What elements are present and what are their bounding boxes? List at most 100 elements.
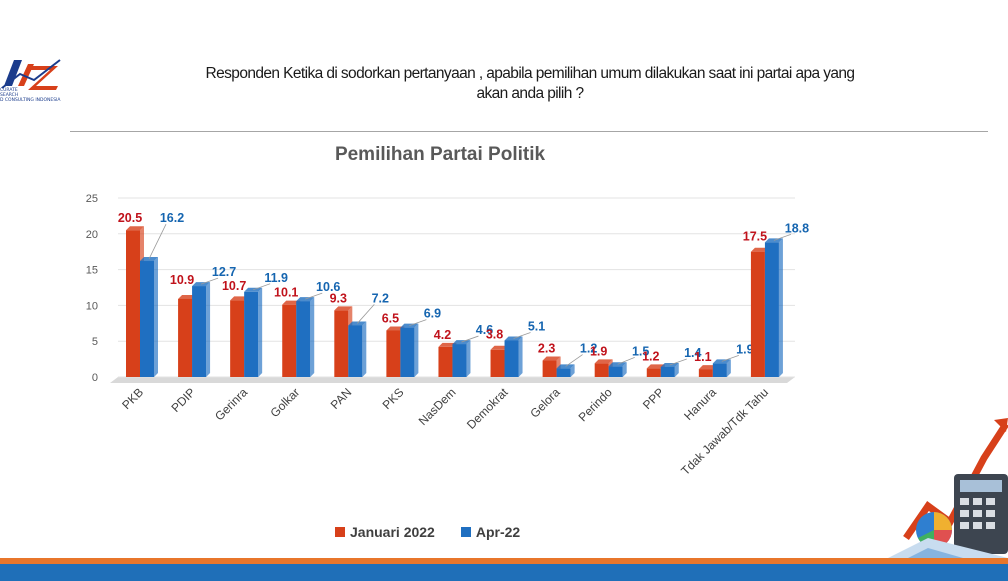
y-tick-label: 15 <box>86 265 98 277</box>
data-label-leader <box>617 357 635 365</box>
data-label-series1: 2.3 <box>538 342 555 356</box>
bar-series2 <box>712 363 727 377</box>
data-label-series2: 4.6 <box>476 323 493 337</box>
bar-series2 <box>608 366 623 377</box>
data-label-series1: 1.1 <box>694 350 711 364</box>
survey-question-line1: Responden Ketika di sodorkan pertanyaan … <box>205 65 855 82</box>
bar-top-series2 <box>608 362 627 367</box>
bar-side-series2 <box>726 359 731 377</box>
bar-series2 <box>296 301 311 377</box>
y-tick-label: 25 <box>86 193 98 205</box>
data-label-series1: 17.5 <box>743 229 767 243</box>
bar-series1 <box>750 251 765 377</box>
x-tick-label: Golkar <box>267 385 302 420</box>
data-label-leader <box>721 355 739 362</box>
data-label-leader <box>669 358 687 366</box>
bar-top-series2 <box>400 323 419 328</box>
y-tick-label: 20 <box>86 229 98 241</box>
data-label-series1: 10.9 <box>170 273 194 287</box>
bar-side-series2 <box>570 364 575 377</box>
bar-top-series1 <box>490 345 509 350</box>
bar-top-series1 <box>282 300 301 305</box>
data-label-series2: 1.2 <box>580 342 597 356</box>
data-label-series2: 16.2 <box>160 211 184 225</box>
data-label-series2: 6.9 <box>424 307 441 321</box>
legend-swatch-series1 <box>335 527 345 537</box>
data-label-leader <box>513 332 531 339</box>
bar-series1 <box>542 360 557 377</box>
x-tick-label: Demokrat <box>464 385 511 432</box>
survey-question-line2: akan anda pilih ? <box>476 85 584 102</box>
bar-series1 <box>230 300 245 377</box>
bar-series1 <box>386 330 401 377</box>
data-label-series2: 7.2 <box>372 291 389 305</box>
bar-top-series2 <box>296 297 315 302</box>
logo-text-line: D CONSULTING INDONESIA <box>0 98 61 103</box>
x-tick-label: PKS <box>380 385 407 412</box>
legend-swatch-series2 <box>460 527 471 537</box>
bar-top-series1 <box>698 365 717 370</box>
data-label-series1: 1.9 <box>590 344 607 358</box>
data-label-series2: 11.9 <box>264 271 288 285</box>
x-tick-label: PKB <box>119 385 146 412</box>
bar-series1 <box>698 369 713 377</box>
footer-band-orange <box>0 558 1008 564</box>
data-label-leader <box>565 354 583 367</box>
x-tick-label: PAN <box>328 385 355 412</box>
bar-top-series2 <box>660 362 679 367</box>
bar-series2 <box>400 327 415 377</box>
data-label-series2: 1.4 <box>684 346 701 360</box>
bar-top-series1 <box>334 306 353 311</box>
x-tick-label: Gelora <box>527 385 563 421</box>
x-tick-label: Hanura <box>681 385 719 423</box>
data-label-series1: 6.5 <box>382 311 399 325</box>
data-label-series2: 12.7 <box>212 265 236 279</box>
bar-top-series1 <box>178 294 197 299</box>
bar-side-series2 <box>518 336 523 377</box>
y-tick-label: 10 <box>86 300 98 312</box>
bar-side-series2 <box>310 297 315 377</box>
data-label-series2: 18.8 <box>785 221 809 235</box>
bar-series2 <box>452 344 467 377</box>
data-label-series1: 9.3 <box>330 291 347 305</box>
bar-series1 <box>282 304 297 377</box>
data-label-leader <box>409 319 427 326</box>
logo-mark-icon <box>1 59 61 90</box>
bar-side-series2 <box>362 321 367 377</box>
bar-side-series2 <box>674 362 679 377</box>
bar-side-series2 <box>466 340 471 377</box>
legend-item-series2: Apr-22 <box>460 524 520 540</box>
bar-top-series1 <box>750 247 769 252</box>
bar-top-series2 <box>504 336 523 341</box>
bar-top-series1 <box>386 326 405 331</box>
data-label-series1: 4.2 <box>434 328 451 342</box>
data-label-leader <box>773 234 792 241</box>
company-logo <box>0 56 62 106</box>
bar-series2 <box>192 286 207 377</box>
bar-chart: 0 5 10 15 20 25 20.5 16.2 PKB 10.9 12.7 PDIP 10.7 11.… <box>86 193 809 478</box>
bar-side-series2 <box>622 362 627 377</box>
bar-side-series2 <box>414 323 419 377</box>
footer-band-blue <box>0 564 1008 581</box>
bar-side-series2 <box>206 282 211 377</box>
legend-label-series1: Januari 2022 <box>350 524 435 540</box>
bar-side-series2 <box>778 238 783 377</box>
logo-text: CURATE SEARCH D CONSULTING INDONESIA <box>0 88 61 103</box>
data-label-series2: 5.1 <box>528 319 545 333</box>
data-label-leader <box>148 224 167 260</box>
data-label-series1: 3.8 <box>486 327 503 341</box>
x-tick-label: Gerinra <box>212 385 250 423</box>
x-tick-label: PDIP <box>168 385 198 415</box>
bar-side-series2 <box>154 257 158 377</box>
x-tick-label: PPP <box>640 385 667 412</box>
bar-series1 <box>126 230 140 377</box>
chart-floor <box>110 377 795 383</box>
bar-series2 <box>140 261 154 377</box>
data-label-series1: 20.5 <box>118 211 142 225</box>
data-label-series1: 10.1 <box>274 286 298 300</box>
data-label-leader <box>305 292 323 300</box>
bar-series2 <box>764 242 779 377</box>
data-label-leader <box>357 304 375 324</box>
data-label-leader <box>200 277 219 285</box>
bar-top-series2 <box>556 364 575 369</box>
